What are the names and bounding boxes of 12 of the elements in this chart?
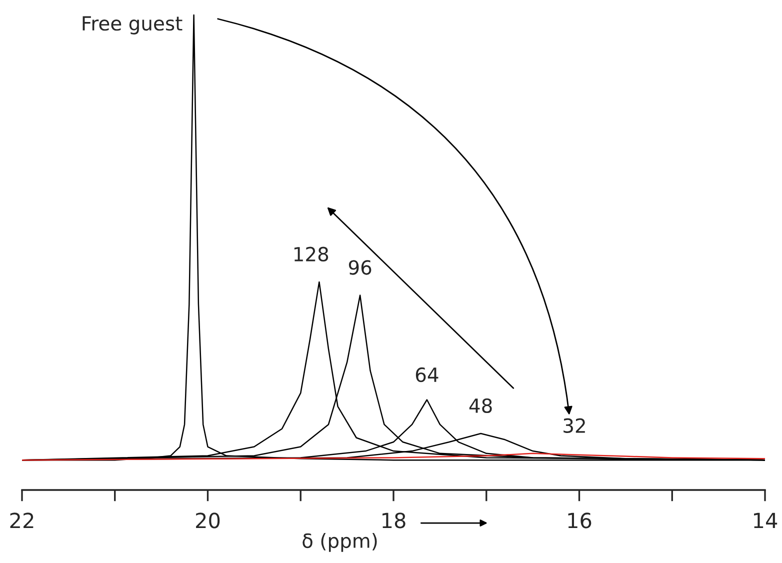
annotation: 64 xyxy=(416,367,438,382)
x-tick-label: 16 xyxy=(568,512,592,528)
annotation: Free guest xyxy=(82,16,182,34)
annotation: 96 xyxy=(348,260,372,275)
x-tick-label: 18 xyxy=(382,512,406,528)
x-tick-label: 22 xyxy=(10,512,34,528)
annotation: 128 xyxy=(294,246,328,262)
annotation: 48 xyxy=(469,398,492,414)
x-tick-label: 20 xyxy=(196,512,220,528)
x-axis-title: δ (ppm) xyxy=(302,533,377,552)
annotation: 32 xyxy=(564,418,585,433)
x-tick-label: 14 xyxy=(754,512,778,528)
